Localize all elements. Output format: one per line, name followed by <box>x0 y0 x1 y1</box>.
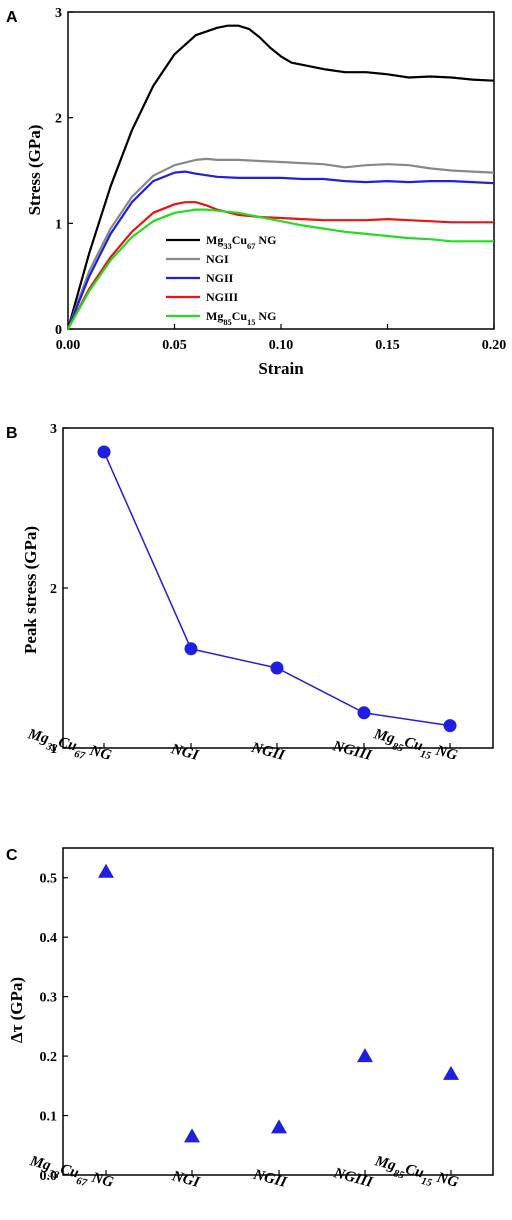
data-point-circle <box>357 706 371 720</box>
legend-label: NGII <box>206 271 234 285</box>
panel-a-letter: A <box>6 9 18 26</box>
x-category-label: Mg85Cu15 NG <box>370 726 459 768</box>
data-point-circle <box>270 661 284 675</box>
data-point-triangle <box>184 1128 200 1143</box>
y-tick-label: 0.2 <box>40 1050 58 1065</box>
y-tick-label: 0.4 <box>40 931 58 946</box>
data-point-circle <box>184 642 198 656</box>
panel-a-y-tick-label: 1 <box>55 217 62 232</box>
panel-a-x-tick-label: 0.20 <box>482 338 507 353</box>
panel-a-plot-frame <box>67 11 495 330</box>
x-category-label: Mg33Cu67 NG <box>26 1153 115 1195</box>
data-point-circle <box>443 719 457 733</box>
panel-c: C 0.0 0.1 0.2 0.3 0.4 0.5 Mg33Cu67 NG NGI NGII N… <box>6 847 494 1195</box>
y-tick-label: 3 <box>50 422 57 437</box>
y-tick-label: 0.0 <box>40 1169 58 1184</box>
panel-c-y-axis-label: Δτ (GPa) <box>7 977 26 1043</box>
y-tick-label: 0.5 <box>40 872 58 887</box>
legend-label: NGI <box>206 252 229 266</box>
x-category-label: Mg85Cu15 NG <box>371 1153 460 1195</box>
x-category-label: NGI <box>169 1168 202 1191</box>
y-tick-label: 2 <box>50 582 57 597</box>
x-category-label: NGIII <box>330 738 374 764</box>
y-tick-label: 1 <box>50 742 57 757</box>
panel-b-y-axis-label: Peak stress (GPa) <box>21 526 40 654</box>
panel-a-x-tick-label: 0.10 <box>269 338 294 353</box>
legend-label: Mg33Cu67 NG <box>206 233 276 251</box>
panel-a-x-tick-label: 0.00 <box>56 338 81 353</box>
legend-label: Mg85Cu15 NG <box>206 309 276 327</box>
panel-a-y-axis-label: Stress (GPa) <box>25 125 44 216</box>
panel-a-x-tick-label: 0.05 <box>162 338 187 353</box>
data-point-triangle <box>271 1119 287 1134</box>
data-point-triangle <box>98 863 114 878</box>
x-category-label: NGIII <box>331 1165 375 1191</box>
legend-label: NGIII <box>206 290 238 304</box>
panel-c-letter: C <box>6 847 18 864</box>
x-category-label: NGII <box>249 740 287 765</box>
series-line-ngii <box>66 170 495 330</box>
y-tick-label: 0.1 <box>40 1110 58 1125</box>
panel-a-y-tick-label: 0 <box>55 323 62 338</box>
x-category-label: NGI <box>168 741 201 764</box>
panel-a-x-axis-label: Strain <box>258 359 304 378</box>
panel-a-y-tick-label: 3 <box>55 6 62 21</box>
data-point-triangle <box>443 1065 459 1080</box>
x-category-label: Mg33Cu67 NG <box>24 726 113 768</box>
panel-a-x-tick-label: 0.15 <box>375 338 400 353</box>
data-point-triangle <box>357 1048 373 1063</box>
panel-c-plot-frame <box>62 847 494 1176</box>
panel-b-plot-frame <box>62 427 494 749</box>
y-tick-label: 0.3 <box>40 991 58 1006</box>
panel-b-letter: B <box>6 425 18 442</box>
series-line-mg85cu15-ng <box>67 208 494 330</box>
series-line <box>103 451 451 727</box>
series-line-ngi <box>66 157 495 330</box>
panel-a-y-tick-label: 2 <box>55 112 62 127</box>
series-line-mg33cu67-ng <box>66 24 495 330</box>
data-point-circle <box>97 445 111 459</box>
x-category-label: NGII <box>251 1167 289 1192</box>
